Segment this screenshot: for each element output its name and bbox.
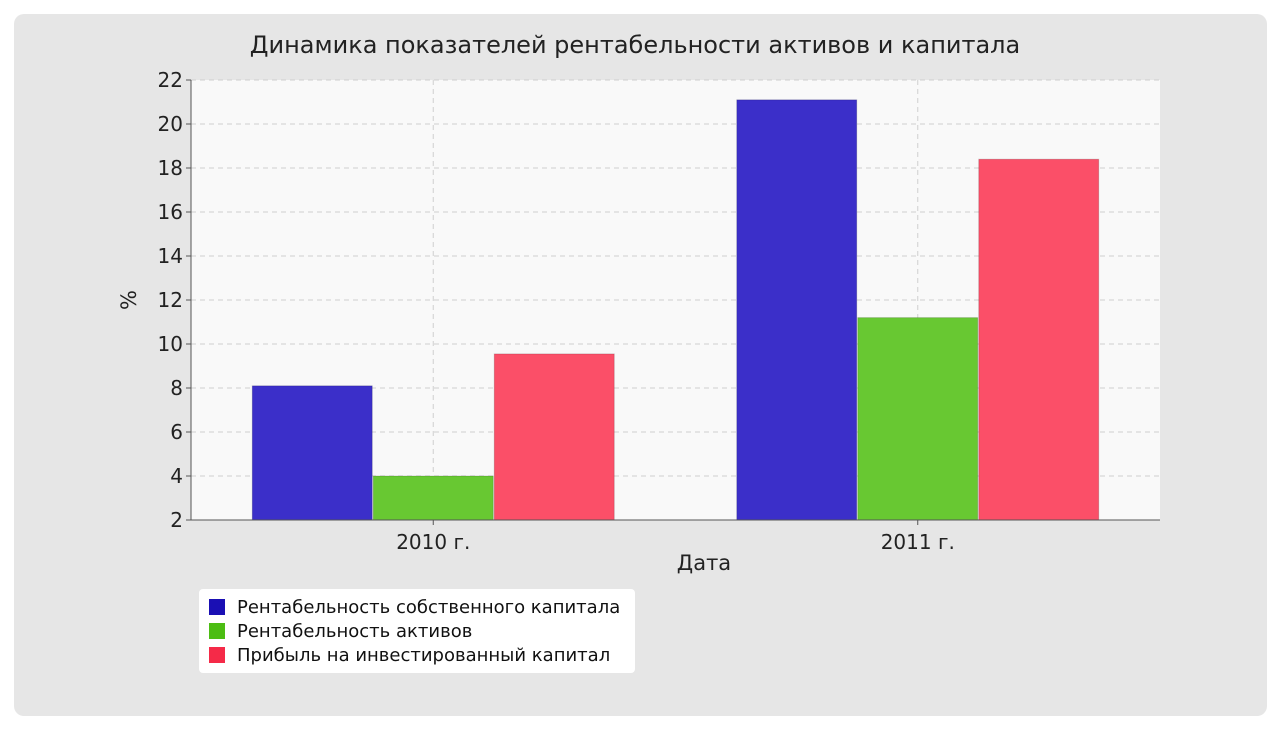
- y-tick-label: 22: [158, 68, 183, 92]
- y-tick-label: 20: [158, 112, 183, 136]
- bar-2-1: [372, 475, 494, 521]
- bar-1-2: [736, 99, 858, 521]
- legend-label: Рентабельность собственного капитала: [237, 596, 621, 618]
- x-tick-label: 2010 г.: [396, 530, 470, 554]
- legend-swatch: [209, 599, 225, 615]
- legend-swatch: [209, 647, 225, 663]
- bar-3-1: [493, 353, 615, 521]
- legend-label: Рентабельность активов: [237, 620, 473, 642]
- y-tick-label: 8: [170, 376, 183, 400]
- y-tick-label: 2: [170, 508, 183, 532]
- legend: Рентабельность собственного капитала Рент…: [199, 589, 635, 673]
- legend-label: Прибыль на инвестированный капитал: [237, 644, 611, 666]
- chart-title: Динамика показателей рентабельности акти…: [250, 31, 1020, 59]
- y-tick-label: 16: [158, 200, 183, 224]
- bar-2-2: [857, 317, 979, 521]
- x-axis-label: Дата: [677, 551, 731, 575]
- bar-1-1: [251, 385, 373, 521]
- legend-item: Рентабельность активов: [209, 620, 472, 642]
- bar-3-2: [978, 158, 1100, 521]
- legend-swatch: [209, 623, 225, 639]
- y-tick-label: 18: [158, 156, 183, 180]
- y-tick-label: 10: [158, 332, 183, 356]
- x-tick-labels: 2010 г. 2011 г.: [396, 530, 955, 554]
- x-tick-label: 2011 г.: [881, 530, 955, 554]
- bars: [251, 99, 1100, 521]
- y-axis-label: %: [117, 290, 141, 310]
- y-tick-label: 12: [158, 288, 183, 312]
- y-tick-label: 4: [170, 464, 183, 488]
- legend-item: Рентабельность собственного капитала: [209, 596, 620, 618]
- legend-item: Прибыль на инвестированный капитал: [209, 644, 610, 666]
- grid-lines: [191, 79, 1160, 520]
- y-tick-label: 6: [170, 420, 183, 444]
- y-tick-labels: 2 4 6 8 10 12 14 16 18 20 22: [158, 68, 183, 532]
- y-tick-label: 14: [158, 244, 183, 268]
- axes: [186, 79, 1160, 525]
